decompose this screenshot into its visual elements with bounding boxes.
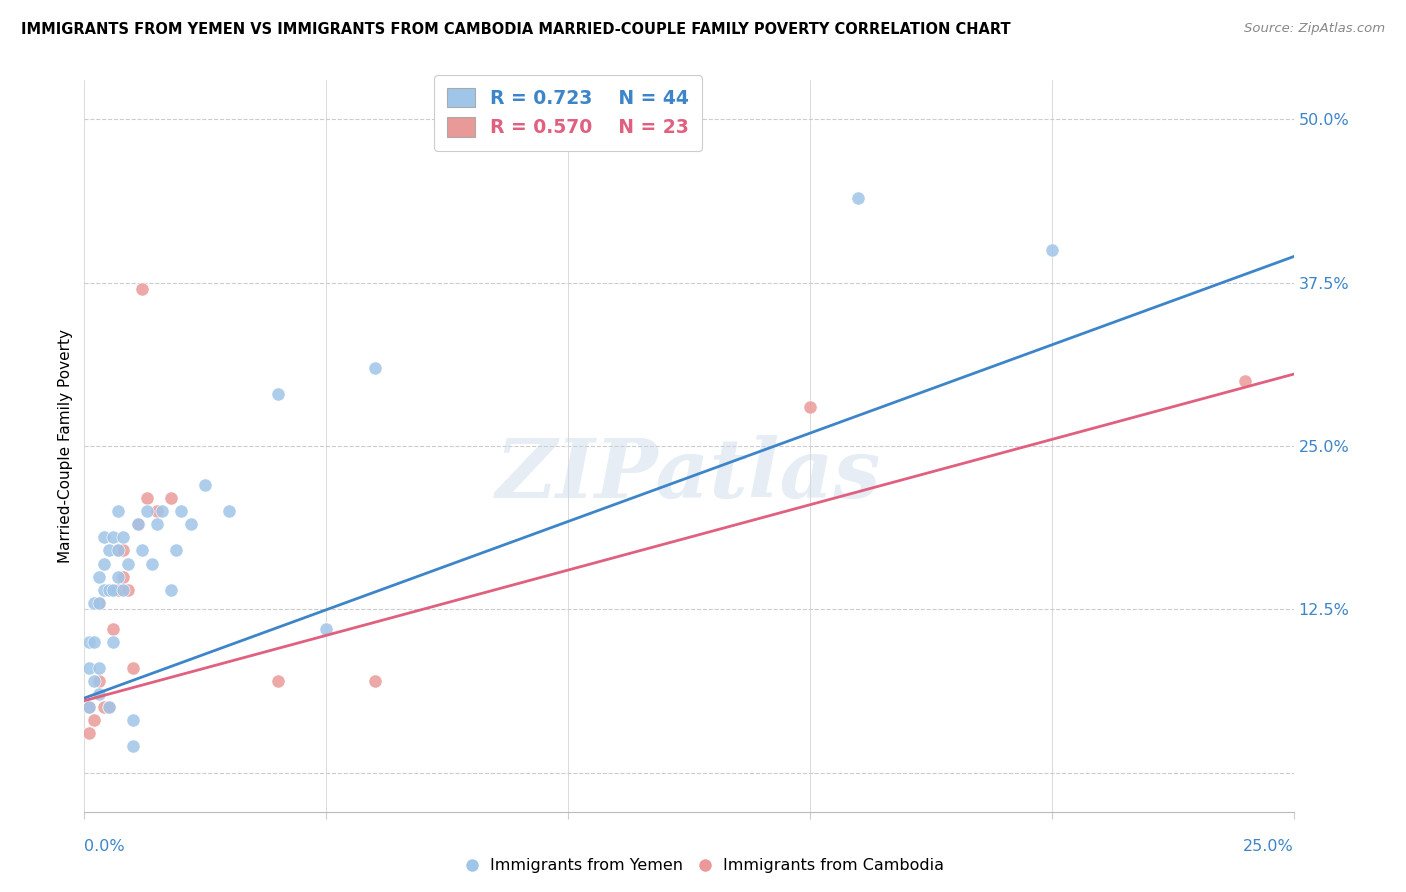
Point <box>87 569 110 583</box>
Point <box>87 674 110 689</box>
Point <box>83 714 105 728</box>
Point <box>103 635 125 649</box>
Point <box>315 622 337 636</box>
Legend: R = 0.723    N = 44, R = 0.570    N = 23: R = 0.723 N = 44, R = 0.570 N = 23 <box>434 75 702 151</box>
Y-axis label: Married-Couple Family Poverty: Married-Couple Family Poverty <box>58 329 73 563</box>
Point <box>127 517 149 532</box>
Point <box>180 517 202 532</box>
Point <box>846 191 869 205</box>
Point <box>131 282 153 296</box>
Point <box>363 360 385 375</box>
Point <box>83 635 105 649</box>
Point <box>107 582 129 597</box>
Point <box>160 582 183 597</box>
Point <box>103 622 125 636</box>
Point <box>97 543 120 558</box>
Point <box>141 557 163 571</box>
Text: IMMIGRANTS FROM YEMEN VS IMMIGRANTS FROM CAMBODIA MARRIED-COUPLE FAMILY POVERTY : IMMIGRANTS FROM YEMEN VS IMMIGRANTS FROM… <box>21 22 1011 37</box>
Point <box>117 557 139 571</box>
Point <box>87 596 110 610</box>
Point <box>136 491 159 506</box>
Point <box>170 504 193 518</box>
Point <box>136 504 159 518</box>
Point <box>121 714 143 728</box>
Point <box>107 504 129 518</box>
Point <box>87 687 110 701</box>
Text: 25.0%: 25.0% <box>1243 838 1294 854</box>
Point <box>1234 374 1257 388</box>
Point <box>87 661 110 675</box>
Text: Source: ZipAtlas.com: Source: ZipAtlas.com <box>1244 22 1385 36</box>
Point <box>1040 243 1063 257</box>
Point <box>97 700 120 714</box>
Text: 0.0%: 0.0% <box>84 838 125 854</box>
Point <box>267 386 290 401</box>
Point <box>97 582 120 597</box>
Point <box>77 700 100 714</box>
Point <box>363 674 385 689</box>
Point <box>146 517 169 532</box>
Point <box>799 400 821 414</box>
Point <box>103 530 125 544</box>
Point <box>146 504 169 518</box>
Point <box>93 700 115 714</box>
Point <box>97 700 120 714</box>
Point <box>112 543 135 558</box>
Point <box>107 543 129 558</box>
Point <box>93 530 115 544</box>
Point <box>77 700 100 714</box>
Point <box>121 661 143 675</box>
Point <box>112 530 135 544</box>
Point <box>117 582 139 597</box>
Point <box>194 478 217 492</box>
Point <box>131 543 153 558</box>
Point <box>218 504 240 518</box>
Point <box>87 596 110 610</box>
Point <box>127 517 149 532</box>
Point <box>267 674 290 689</box>
Point <box>165 543 187 558</box>
Point <box>83 674 105 689</box>
Point <box>107 569 129 583</box>
Point <box>77 726 100 740</box>
Point <box>83 596 105 610</box>
Point <box>160 491 183 506</box>
Point <box>93 557 115 571</box>
Text: ZIPatlas: ZIPatlas <box>496 435 882 516</box>
Point <box>77 661 100 675</box>
Legend: Immigrants from Yemen, Immigrants from Cambodia: Immigrants from Yemen, Immigrants from C… <box>456 852 950 880</box>
Point <box>150 504 173 518</box>
Point <box>107 543 129 558</box>
Point <box>112 582 135 597</box>
Point <box>93 582 115 597</box>
Point <box>103 582 125 597</box>
Point <box>121 739 143 754</box>
Point <box>112 569 135 583</box>
Point <box>77 635 100 649</box>
